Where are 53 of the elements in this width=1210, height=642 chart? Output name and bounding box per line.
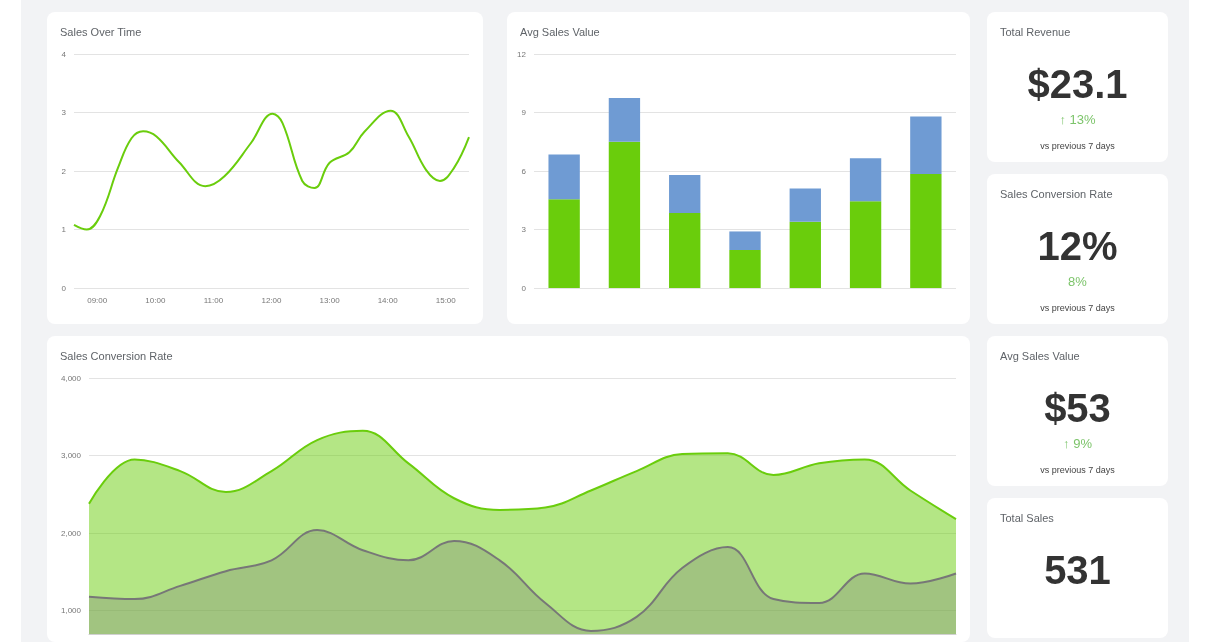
x-tick-label: 11:00 [203,295,224,305]
text: Sales Conversion Rate [1000,188,1113,200]
bar [669,212,701,288]
y-tick-label: 4,000 [60,373,82,383]
bar [789,188,821,222]
x-tick-label: 09:00 [87,295,108,305]
y-tick-label: 4 [61,49,67,59]
text: ↑ 9% [1062,436,1093,451]
text: Total Revenue [1000,26,1071,38]
y-tick-label: 3 [521,225,527,234]
x-tick-label: 15:00 [435,295,457,305]
chart-title: Sales Over Time [60,26,142,38]
x-tick-label: 10:00 [145,295,166,305]
y-tick-label: 1 [61,225,67,234]
text: 12% [1036,224,1119,269]
text: 8% [1067,274,1088,289]
text: vs previous 7 days [1039,302,1116,314]
bar [608,141,641,288]
bar [729,231,761,250]
chart-title: Avg Sales Value [520,26,600,38]
bar [849,158,882,202]
y-tick-label: 2,000 [60,528,82,538]
text: $53 [1043,386,1112,431]
bar [548,199,580,288]
bar [608,97,641,142]
bar [548,154,580,200]
bar [729,249,761,288]
text: Avg Sales Value [1000,350,1080,362]
x-tick-label: 13:00 [319,295,341,305]
y-tick-label: 3 [61,108,67,117]
text: $23.1 [1026,62,1129,107]
bar [910,173,942,288]
line-series [73,109,470,231]
y-tick-label: 0 [61,283,67,293]
y-tick-label: 2 [61,166,67,176]
bar [789,221,821,288]
y-tick-label: 9 [521,108,527,117]
bar [669,174,701,213]
x-tick-label: 14:00 [377,295,399,305]
text: Total Sales [1000,512,1054,524]
text: ↑ 13% [1058,112,1097,127]
text: vs previous 7 days [1039,464,1116,476]
chart-title: Sales Conversion Rate [60,350,173,362]
bar [910,116,942,174]
y-tick-label: 0 [521,283,527,293]
text: 531 [1043,548,1112,593]
y-tick-label: 12 [517,49,527,59]
bar [849,201,882,288]
y-tick-label: 6 [521,166,527,176]
text: vs previous 7 days [1039,140,1116,152]
y-tick-label: 3,000 [60,451,82,461]
x-tick-label: 12:00 [261,295,283,305]
y-tick-label: 1,000 [60,606,82,616]
